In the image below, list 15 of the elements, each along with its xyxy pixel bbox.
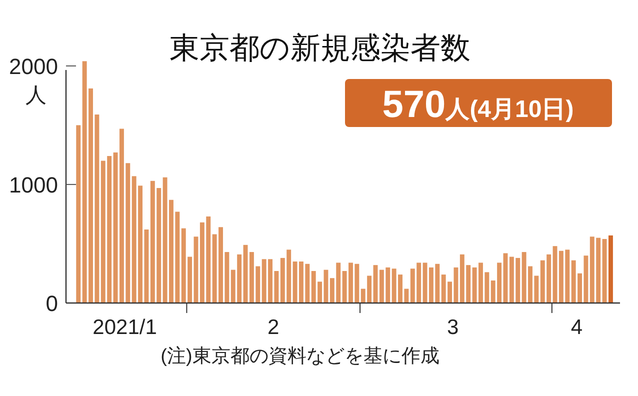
x-tick-label: 4 <box>570 316 583 339</box>
title: 東京都の新規感染者数 <box>170 32 470 65</box>
annotation: 570人(4月10日) <box>382 84 574 126</box>
y-tick-label: 1000 <box>9 172 58 198</box>
x-tick-label: 3 <box>447 316 459 339</box>
bar <box>76 125 81 303</box>
y-tick-label: 0 <box>46 291 58 316</box>
x-tick-label: 2021/1 <box>92 316 157 339</box>
text: (注)東京都の資料などを基に作成 <box>160 345 440 367</box>
bar <box>608 235 613 303</box>
y-axis-title: 人 <box>26 84 46 107</box>
bar <box>602 238 607 303</box>
x-tick-label: 2 <box>268 316 280 339</box>
headline: 570人(4月10日) <box>345 79 612 127</box>
y-tick-label: 2000 <box>9 54 58 79</box>
